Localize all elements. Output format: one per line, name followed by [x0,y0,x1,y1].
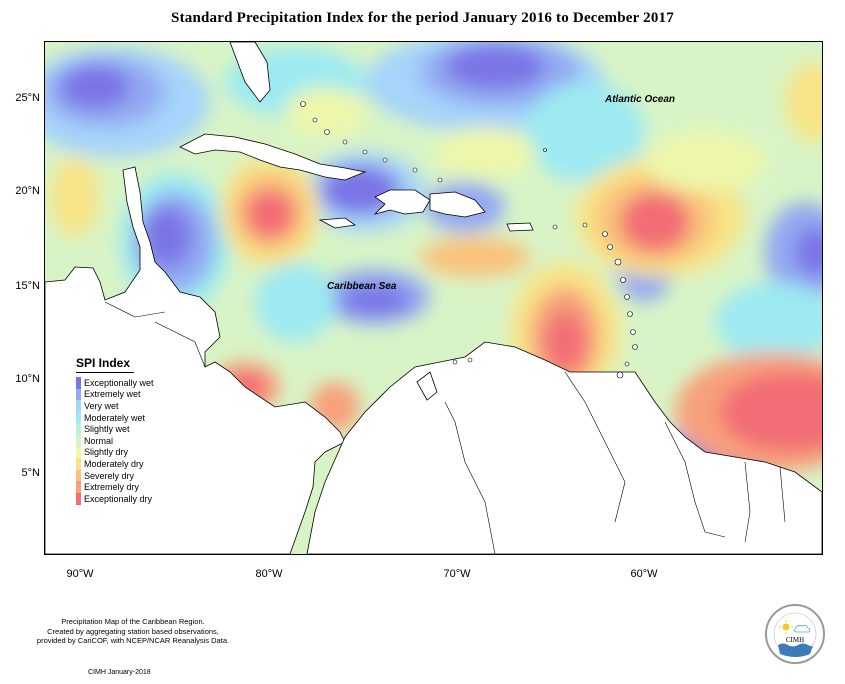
legend-label: Extremely dry [84,482,140,493]
legend-swatch [76,469,81,482]
legend-label: Exceptionally dry [84,493,153,504]
legend-item: Slightly wet [76,423,154,435]
legend-items: Exceptionally wet Extremely wet Very wet Mo… [76,377,154,505]
legend-item: Slightly dry [76,446,154,459]
legend-swatch [76,377,81,389]
legend-item: Severely dry [76,469,154,482]
credit-line-2: Created by aggregating station based obs… [47,626,219,636]
legend-swatch [76,492,81,505]
legend-swatch [76,411,81,424]
legend-item: Exceptionally dry [76,492,154,505]
puerto-rico [506,222,534,232]
legend-label: Very wet [84,400,119,411]
legend-swatch [76,434,81,447]
legend-swatch [76,423,81,435]
land-masses [45,42,822,554]
dominican-republic [429,191,486,218]
lat-tick-5n: 5°N [21,467,40,479]
legend-swatch [76,446,81,459]
legend-item: Moderately dry [76,458,154,470]
legend-swatch [76,388,81,401]
legend-item: Moderately wet [76,411,154,424]
legend-item: Extremely dry [76,481,154,493]
cimh-logo-icon: CIMH [765,604,825,664]
legend-label: Severely dry [84,470,135,481]
spi-map [44,41,823,555]
legend-item: Very wet [76,400,154,412]
lat-tick-15n: 15°N [15,280,40,292]
caribbean-sea-label: Caribbean Sea [327,281,397,292]
lat-tick-10n: 10°N [15,373,40,385]
legend-label: Exceptionally wet [84,377,154,388]
spi-legend: SPI Index Exceptionally wet Extremely wet… [76,356,154,505]
credit-text: Precipitation Map of the Caribbean Regio… [18,617,248,646]
lat-tick-25n: 25°N [15,92,40,104]
legend-swatch [76,400,81,412]
florida [229,42,271,103]
legend-label: Normal [84,435,114,446]
credit-date: CIMH January-2018 [88,669,151,676]
legend-label: Slightly wet [84,424,130,435]
cuba [179,133,367,181]
legend-item: Normal [76,434,154,447]
spi-map-canvas [45,42,822,554]
legend-item: Exceptionally wet [76,377,154,389]
lon-tick-60w: 60°W [630,568,658,580]
legend-label: Moderately wet [84,412,146,423]
lon-tick-90w: 90°W [66,568,94,580]
logo-text: CIMH [786,636,804,644]
legend-swatch [76,481,81,493]
legend-label: Moderately dry [84,458,144,469]
lesser-antilles [300,101,638,379]
haiti [373,189,431,215]
legend-label: Extremely wet [84,389,141,400]
central-america [45,166,346,554]
paraguana [416,371,438,401]
spi-contours [45,42,822,532]
borders [104,301,786,554]
credit-line-3: provided by CariCOF, with NCEP/NCAR Rean… [36,636,230,645]
credit-line-1: Precipitation Map of the Caribbean Regio… [61,617,205,626]
lat-tick-20n: 20°N [15,185,40,197]
cimh-logo: CIMH [764,603,826,665]
atlantic-ocean-label: Atlantic Ocean [605,94,676,105]
lon-tick-80w: 80°W [255,568,283,580]
map-title: Standard Precipitation Index for the per… [171,10,674,26]
legend-title: SPI Index [76,356,134,373]
legend-swatch [76,458,81,470]
lon-tick-70w: 70°W [443,568,471,580]
south-america [306,341,822,554]
legend-label: Slightly dry [84,447,129,458]
legend-item: Extremely wet [76,388,154,401]
jamaica [318,217,357,229]
